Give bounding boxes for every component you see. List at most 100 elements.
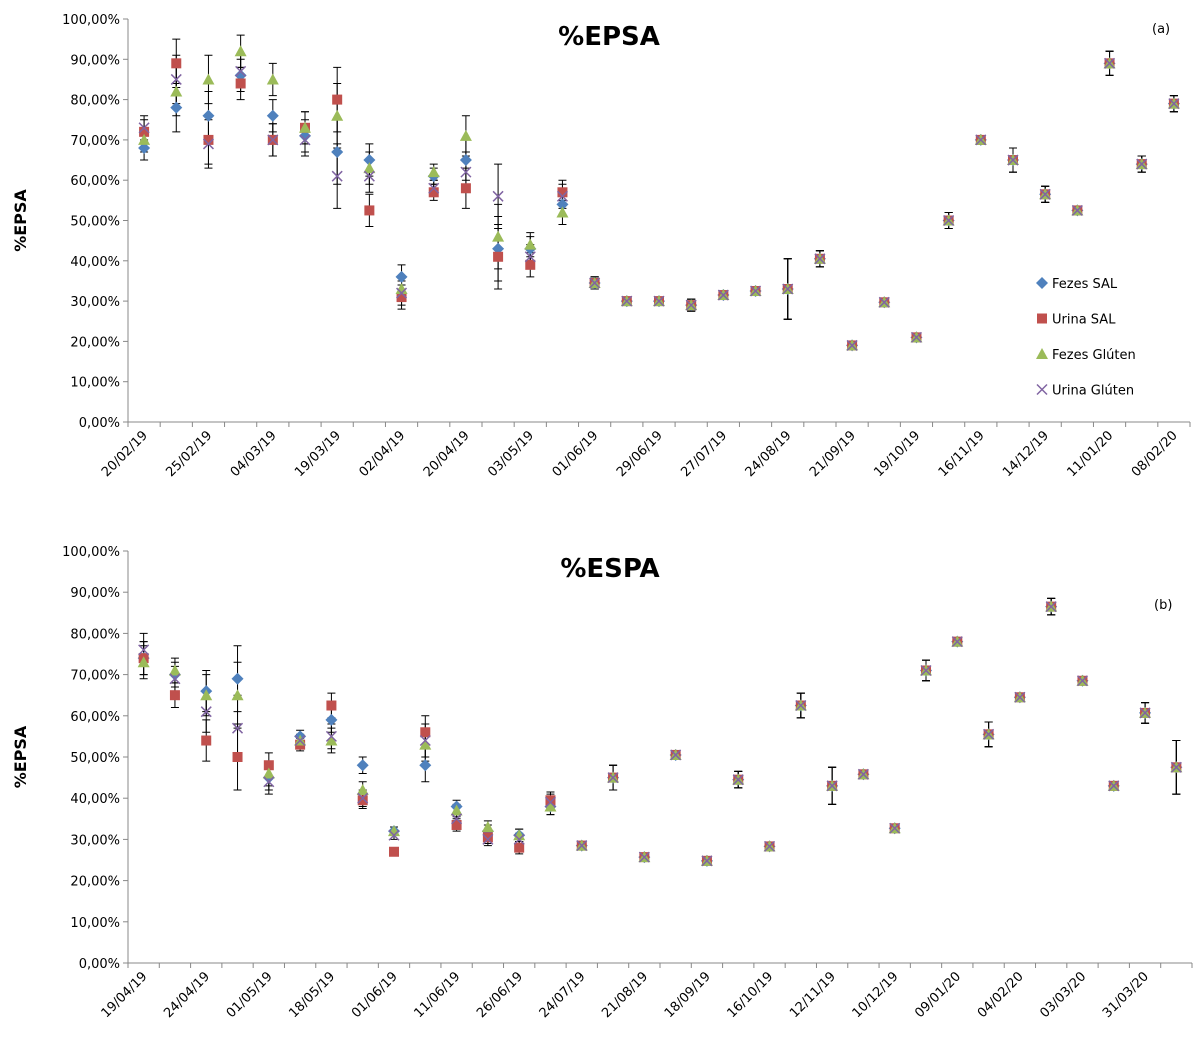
x-tick-label: 24/04/19 — [161, 969, 213, 1021]
x-tick-label: 19/10/19 — [871, 428, 923, 480]
x-tick-label: 29/06/19 — [614, 428, 666, 480]
data-point — [138, 141, 151, 154]
data-point — [325, 713, 338, 726]
data-point — [975, 134, 987, 146]
x-tick-label: 03/03/20 — [1037, 969, 1089, 1021]
x-tick-label: 10/12/19 — [850, 969, 902, 1021]
data-point — [943, 214, 955, 227]
data-point — [364, 205, 375, 216]
data-point — [267, 134, 279, 146]
data-point — [419, 738, 432, 750]
data-point — [356, 759, 369, 772]
y-axis-label: %EPSA — [11, 189, 30, 252]
data-point — [1168, 98, 1180, 110]
data-point — [395, 270, 408, 283]
data-point — [299, 134, 311, 146]
x-tick-label: 03/05/19 — [485, 428, 537, 480]
data-point — [138, 644, 150, 656]
x-tick-label: 24/07/19 — [537, 969, 589, 1021]
data-point — [170, 101, 183, 114]
data-point — [576, 840, 588, 852]
data-point — [299, 129, 311, 142]
data-point — [482, 833, 494, 845]
data-point — [266, 109, 279, 122]
data-point — [357, 792, 369, 804]
y-tick-label: 80,00% — [70, 94, 120, 109]
data-point — [459, 129, 472, 141]
data-point — [481, 821, 494, 833]
legend-label: Urina Glúten — [1052, 384, 1134, 399]
data-point — [262, 767, 275, 779]
data-point — [451, 819, 462, 830]
x-tick-label: 26/06/19 — [474, 969, 526, 1021]
data-point — [1039, 188, 1051, 200]
x-tick-label: 01/05/19 — [224, 969, 276, 1021]
x-tick-label: 08/02/20 — [1129, 428, 1181, 480]
y-tick-label: 60,00% — [70, 710, 120, 725]
legend-label: Fezes SAL — [1052, 277, 1118, 292]
data-point — [326, 700, 337, 711]
x-tick-label: 11/01/20 — [1064, 428, 1116, 480]
y-tick-label: 40,00% — [70, 792, 120, 807]
y-tick-label: 70,00% — [70, 134, 120, 149]
legend-label: Urina SAL — [1052, 313, 1116, 328]
y-tick-label: 90,00% — [70, 586, 120, 601]
data-point — [263, 760, 274, 771]
annotation: (a) — [1152, 22, 1170, 37]
data-point — [1007, 154, 1019, 166]
data-point — [200, 689, 213, 701]
data-point — [396, 292, 407, 303]
data-point — [460, 166, 472, 178]
data-point — [513, 833, 525, 845]
x-tick-label: 25/02/19 — [163, 428, 215, 480]
data-point — [138, 133, 151, 145]
y-tick-label: 50,00% — [70, 215, 120, 230]
data-point — [544, 796, 557, 808]
data-point — [388, 825, 400, 837]
data-point — [1045, 601, 1057, 613]
data-point — [202, 109, 215, 122]
y-tick-label: 10,00% — [70, 376, 120, 391]
data-point — [492, 230, 505, 242]
x-tick-label: 18/05/19 — [286, 969, 338, 1021]
data-point — [556, 190, 568, 202]
data-point — [492, 242, 505, 255]
data-point — [231, 722, 244, 734]
data-point — [331, 145, 344, 158]
data-point — [556, 206, 569, 218]
data-point — [910, 331, 922, 343]
data-point — [420, 727, 431, 738]
data-point — [525, 259, 536, 270]
x-tick-label: 20/04/19 — [421, 428, 473, 480]
data-point — [524, 238, 537, 250]
data-point — [427, 166, 440, 178]
y-tick-label: 50,00% — [70, 751, 120, 766]
data-point — [201, 735, 212, 746]
data-point — [168, 664, 181, 676]
x-tick-label: 31/03/20 — [1100, 969, 1152, 1021]
data-point — [826, 780, 838, 792]
data-point — [638, 851, 650, 863]
x-tick-label: 09/01/20 — [912, 969, 964, 1021]
data-point — [732, 774, 744, 786]
data-point — [556, 198, 569, 211]
data-point — [169, 673, 181, 685]
data-point — [138, 122, 150, 134]
x-tick-label: 20/02/19 — [99, 428, 151, 480]
x-tick-label: 16/11/19 — [936, 428, 988, 480]
data-point — [451, 813, 463, 825]
x-tick-label: 21/08/19 — [599, 969, 651, 1021]
y-tick-label: 10,00% — [70, 916, 120, 931]
legend-marker — [1037, 313, 1047, 324]
x-tick-label: 04/03/19 — [228, 428, 280, 480]
data-point — [202, 138, 214, 150]
annotation: (b) — [1154, 598, 1172, 613]
legend-marker — [1036, 383, 1048, 396]
x-tick-label: 02/04/19 — [356, 428, 408, 480]
y-tick-label: 60,00% — [70, 174, 120, 189]
data-point — [170, 73, 182, 85]
data-point — [263, 776, 275, 788]
data-point — [513, 829, 526, 841]
y-tick-label: 90,00% — [70, 53, 120, 68]
